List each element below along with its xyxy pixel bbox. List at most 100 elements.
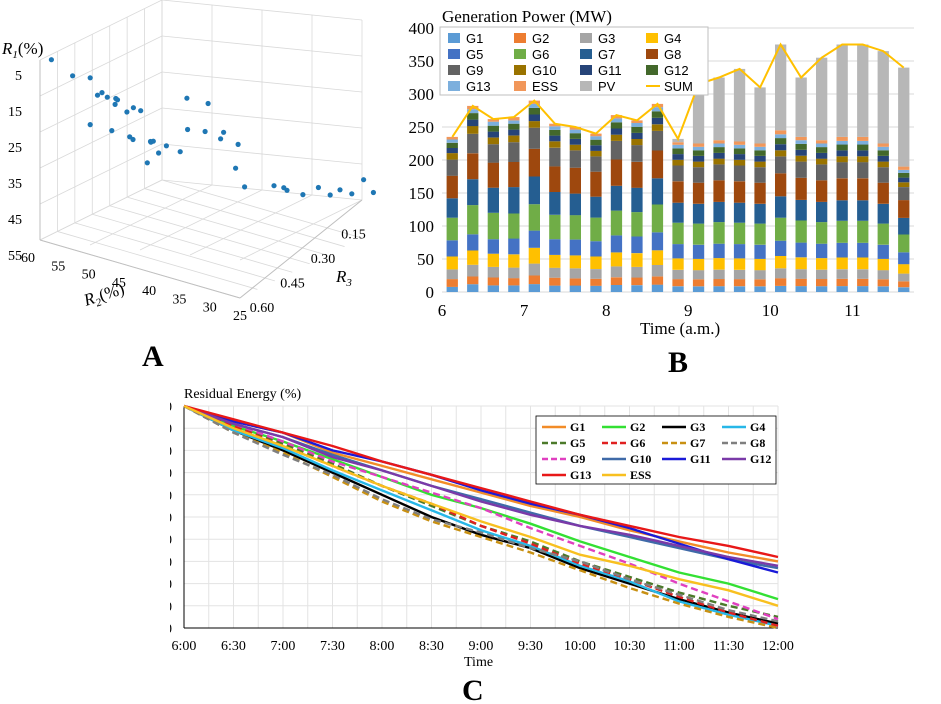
line-series-g12 xyxy=(183,404,779,567)
panel-label-a-box: A xyxy=(140,336,180,376)
scatter-point xyxy=(163,143,169,149)
bar-segment-g6 xyxy=(795,220,807,243)
bar-segment-g10 xyxy=(549,141,561,148)
bar-segment-g6 xyxy=(446,217,458,241)
bar-segment-g6 xyxy=(672,222,684,245)
bar-segment-g3 xyxy=(898,273,910,282)
bar-segment-g7 xyxy=(672,202,684,223)
y-tick-label: 90 xyxy=(170,422,172,437)
legend-label-pv: PV xyxy=(598,79,616,94)
bar-segment-g12 xyxy=(569,133,581,139)
grid-line xyxy=(239,199,363,261)
legend-label-g5: G5 xyxy=(466,47,483,62)
bar-segment-g3 xyxy=(692,270,705,280)
bar-segment-g6 xyxy=(816,222,828,244)
scatter-point xyxy=(70,73,76,79)
bar-segment-g11 xyxy=(487,131,499,138)
x-tick-label: 8 xyxy=(602,301,611,320)
legend-label-g4: G4 xyxy=(664,31,681,46)
bar-segment-ess xyxy=(795,136,807,141)
bar-segment-g13 xyxy=(795,140,807,144)
bar-segment-ess xyxy=(898,166,910,170)
bar-segment-g5 xyxy=(528,230,540,248)
bar-segment-g7 xyxy=(836,200,848,221)
legend-label-ess: ESS xyxy=(630,468,652,482)
bar-segment-g6 xyxy=(877,223,889,245)
bar-segment-g11 xyxy=(508,129,520,136)
bar-segment-g13 xyxy=(898,169,910,173)
bar-segment-g6 xyxy=(898,234,910,253)
bar-segment-g6 xyxy=(836,220,848,243)
bar-segment-g5 xyxy=(898,252,910,265)
x-tick-label: 6:00 xyxy=(172,639,197,654)
grid-line xyxy=(39,107,163,169)
r1-tick-label: 45 xyxy=(8,213,22,228)
grid-line xyxy=(39,0,163,61)
chart-a-r3-label: R3 xyxy=(335,267,352,289)
bar-segment-g10 xyxy=(610,134,623,141)
legend-label-g3: G3 xyxy=(598,31,615,46)
bar-segment-g1 xyxy=(713,286,725,292)
bar-segment-g8 xyxy=(692,182,705,204)
bar-segment-g2 xyxy=(713,279,725,287)
bar-segment-g8 xyxy=(857,178,869,201)
legend-swatch-ess xyxy=(514,81,526,91)
chart-c-grid xyxy=(183,405,779,629)
bar-segment-g12 xyxy=(816,147,828,153)
bar-segment-g4 xyxy=(795,257,807,270)
bar-segment-g13 xyxy=(877,146,889,151)
bar-segment-ess xyxy=(610,115,623,119)
bar-segment-g7 xyxy=(631,187,643,213)
legend-label-g12: G12 xyxy=(750,452,771,466)
scatter-point xyxy=(87,75,93,81)
bar-segment-g5 xyxy=(713,243,725,259)
legend-label-g13: G13 xyxy=(570,468,591,482)
bar-segment-g13 xyxy=(692,146,705,151)
bar-segment-g2 xyxy=(610,277,623,285)
bar-segment-g2 xyxy=(775,278,787,286)
bar-segment-g1 xyxy=(877,286,889,292)
grid-line xyxy=(89,184,213,246)
r2-tick-label: 50 xyxy=(82,268,96,283)
y-tick-label: 200 xyxy=(409,151,435,170)
panel-label-c: C xyxy=(462,674,484,704)
bar-segment-g4 xyxy=(836,257,848,270)
bar-segment-g9 xyxy=(610,140,623,160)
bar-segment-g9 xyxy=(816,164,828,181)
bar-segment-g3 xyxy=(549,267,561,278)
bar-segment-g12 xyxy=(898,172,910,178)
r2-tick-label: 40 xyxy=(142,284,156,299)
bar-segment-g1 xyxy=(795,286,807,292)
r2-tick-label: 30 xyxy=(203,301,217,316)
legend-swatch-g1 xyxy=(448,33,460,43)
bar-segment-g7 xyxy=(713,201,725,223)
bar-segment-ess xyxy=(733,141,746,145)
bar-segment-g6 xyxy=(549,214,561,240)
bar-segment-g1 xyxy=(857,286,869,292)
bar-segment-g4 xyxy=(446,256,458,270)
bar-segment-g3 xyxy=(528,263,540,276)
bar-segment-ess xyxy=(508,117,520,121)
y-tick-label: 0 xyxy=(426,283,435,302)
bar-segment-g9 xyxy=(775,156,787,174)
bar-segment-g8 xyxy=(775,173,787,197)
bar-segment-g3 xyxy=(733,269,746,280)
legend-label-g9: G9 xyxy=(466,63,483,78)
bar-segment-g8 xyxy=(754,182,766,204)
bar-segment-g2 xyxy=(508,278,520,286)
r3-tick-label: 0.45 xyxy=(280,277,305,292)
bar-segment-g12 xyxy=(672,148,684,155)
bar-segment-g3 xyxy=(775,268,787,279)
bar-segment-g10 xyxy=(836,156,848,163)
x-tick-label: 11:30 xyxy=(713,639,744,654)
bar-segment-g6 xyxy=(775,217,787,241)
bar-segment-g7 xyxy=(754,203,766,224)
chart-c-x-ticks: 6:00 6:30 7:00 7:30 8:00 8:30 9:00 9:30 10:00 10:… xyxy=(172,639,794,654)
bar-segment-g2 xyxy=(549,277,561,286)
bar-segment-g9 xyxy=(467,133,479,154)
chart-c-legend: G1 G2 G3 G4 G5 G6 G7 G8 G9 G10 G11 G12 G13 ESS xyxy=(542,420,771,482)
bar-segment-g11 xyxy=(836,150,848,157)
x-tick-label: 9:30 xyxy=(518,639,543,654)
bar-segment-g4 xyxy=(610,252,623,267)
bar-segment-g13 xyxy=(528,103,540,108)
